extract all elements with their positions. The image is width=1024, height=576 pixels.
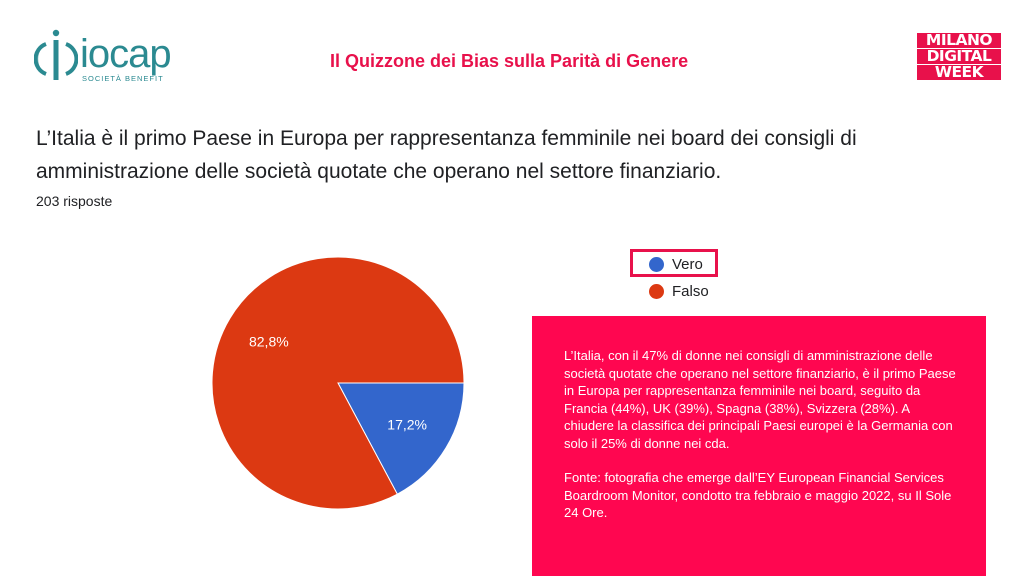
question-text: L’Italia è il primo Paese in Europa per … <box>36 127 857 183</box>
legend-swatch-vero <box>649 257 664 272</box>
source-note: Fonte: fotografia che emerge dall’EY Eur… <box>564 470 952 520</box>
legend-highlight-box <box>630 249 718 277</box>
pie-label-vero: 17,2% <box>387 416 427 432</box>
pie-slice-vero <box>337 382 465 495</box>
mdw-line-1: MILANO <box>917 32 1001 48</box>
chart-legend: Vero Falso <box>630 249 718 305</box>
info-paragraph: L’Italia, con il 47% di donne nei consig… <box>564 348 956 451</box>
pie-chart: 17,2% 82,8% <box>211 256 465 510</box>
legend-label-vero: Vero <box>672 256 703 273</box>
iocap-logo: iocap SOCIETÀ BENEFIT <box>33 28 194 86</box>
iocap-symbol-icon <box>33 29 79 80</box>
legend-swatch-falso <box>649 284 664 299</box>
info-box: L’Italia, con il 47% di donne nei consig… <box>532 316 986 576</box>
pie-slice-falso <box>211 256 465 510</box>
response-count: 203 risposte <box>36 193 113 209</box>
logo-name: iocap <box>80 32 172 76</box>
mdw-line-2: DIGITAL <box>917 48 1001 64</box>
mdw-line-3: WEEK <box>917 64 1001 80</box>
legend-item-falso: Falso <box>632 278 709 305</box>
legend-item-vero: Vero <box>630 249 718 278</box>
page-title: Il Quizzone dei Bias sulla Parità di Gen… <box>330 51 689 71</box>
logo-tagline: SOCIETÀ BENEFIT <box>82 74 164 83</box>
milano-digital-week-logo: MILANO DIGITAL WEEK <box>917 32 1001 83</box>
legend-label-falso: Falso <box>672 283 709 300</box>
pie-label-falso: 82,8% <box>249 334 289 350</box>
